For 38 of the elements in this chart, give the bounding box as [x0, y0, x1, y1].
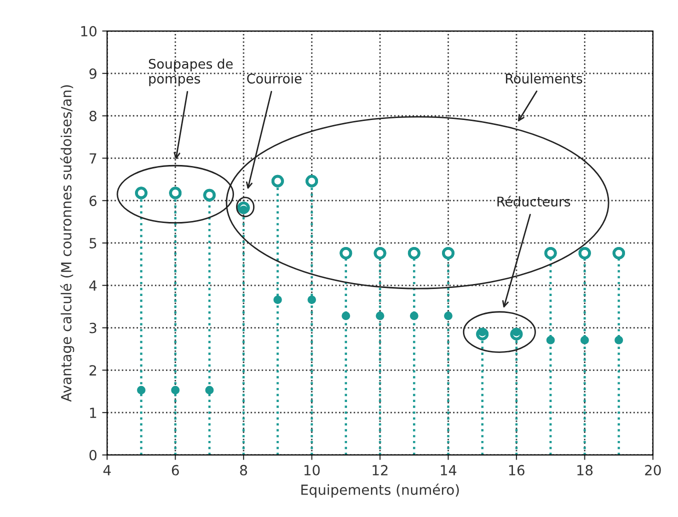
y-tick-label: 9: [89, 68, 96, 79]
point: [546, 336, 555, 344]
annotation: Courroie: [247, 73, 302, 84]
annotation: Réducteurs: [498, 196, 570, 207]
y-tick-label: 6: [90, 196, 97, 206]
point: [308, 296, 316, 304]
x-tick-label: 20: [645, 464, 661, 476]
y-tick-label: 8: [90, 110, 96, 122]
point: [342, 312, 350, 320]
x-tick-label: 18: [577, 464, 593, 476]
y-tick-label: 5: [90, 238, 96, 248]
point: [580, 336, 589, 344]
x-tick-label: 8: [240, 464, 248, 476]
y-tick-label: 2: [90, 365, 96, 376]
y-tick-label: 0: [89, 450, 96, 460]
x-tick-label: 4: [103, 465, 111, 476]
point: [171, 386, 180, 394]
x-axis-title: Equipements (numéro): [301, 484, 459, 498]
y-tick-label: 3: [90, 322, 96, 334]
y-axis-title: Avantage calculé (M couronnes suédoises/an): [60, 85, 74, 402]
x-tick-label: 6: [172, 464, 179, 476]
point: [444, 312, 452, 320]
x-tick-label: 16: [509, 464, 524, 476]
point: [410, 312, 418, 320]
y-tick-label: 4: [89, 280, 97, 291]
point: [137, 386, 146, 394]
y-tick-label: 1: [90, 408, 96, 418]
point: [205, 386, 214, 394]
y-tick-label: 10: [81, 26, 96, 36]
x-tick-label: 14: [440, 465, 456, 476]
point: [614, 336, 624, 344]
point: [273, 296, 282, 304]
x-tick-label: 12: [372, 464, 388, 476]
point: [376, 312, 384, 320]
annotation: Roulements: [506, 73, 582, 84]
annotation: Soupapes de pompes: [148, 58, 233, 86]
y-tick-label: 7: [90, 153, 96, 164]
x-tick-label: 10: [304, 464, 320, 476]
